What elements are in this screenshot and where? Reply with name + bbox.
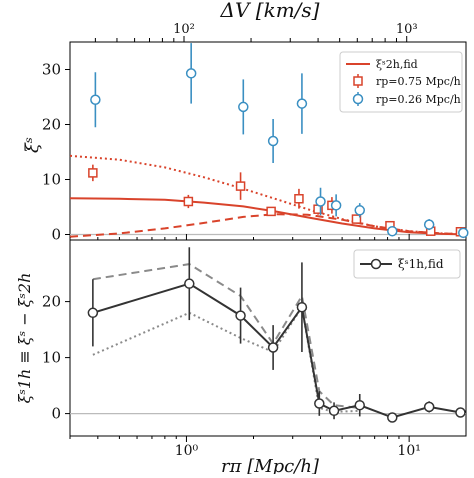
y-tick-label: 10 xyxy=(42,171,61,189)
bottom-marks xyxy=(70,247,466,423)
bottom-legend: ξˢ1h,fid xyxy=(353,249,461,279)
legend-label-fid: ξˢ2h,fid xyxy=(376,58,418,71)
bottom-y-axis-label: ξˢ1h ≡ ξˢ − ξˢ2h xyxy=(15,273,34,404)
data-point-circle xyxy=(296,301,308,313)
data-point-circle xyxy=(354,399,365,411)
data-point-circle xyxy=(387,225,398,237)
top-tick-label: 10² xyxy=(173,22,195,37)
data-point-square xyxy=(88,168,98,178)
legend-label-rp075: rp=0.75 Mpc/h xyxy=(376,75,461,88)
top-y-ticks: 0 10 20 30 xyxy=(42,61,70,244)
curve-dashed-1-0 xyxy=(92,263,360,409)
bottom-legend-box xyxy=(353,249,461,279)
bottom-x-axis-label: rπ [Mpc/h] xyxy=(221,456,320,474)
data-point-square xyxy=(235,181,246,191)
data-point-circle xyxy=(87,307,99,319)
data-point-circle xyxy=(458,227,469,239)
y-tick-label: 0 xyxy=(51,405,61,423)
data-point-circle xyxy=(314,398,325,409)
data-point-circle xyxy=(330,200,342,211)
data-point-circle xyxy=(267,342,279,353)
data-point-circle xyxy=(267,135,279,147)
data-point-circle xyxy=(90,94,101,105)
data-point-circle xyxy=(184,278,195,289)
curve-dashed-0-2 xyxy=(69,213,467,238)
legend-rp026-circle-symbol xyxy=(352,93,364,105)
data-point-circle xyxy=(423,401,435,413)
legend-label-rp026: rp=0.26 Mpc/h xyxy=(376,93,461,106)
top-legend-box xyxy=(339,51,463,113)
bottom-y-ticks: 0 10 20 xyxy=(42,293,70,423)
data-point-circle xyxy=(387,412,398,423)
bottom-panel: 0 10 20 10⁰ 10¹ rπ [Mpc/h] ξˢ1h ≡ ξˢ − ξˢ2h… xyxy=(15,234,467,477)
x-tick-label: 10⁰ xyxy=(175,443,199,459)
data-point-circle xyxy=(235,310,246,321)
curve-dotted-0-1 xyxy=(69,154,467,236)
data-point-square xyxy=(351,214,362,224)
top-secondary-axis-label: ΔV [km/s] xyxy=(220,0,320,22)
bottom-plot-frame xyxy=(69,239,467,437)
data-point-square xyxy=(266,206,276,217)
top-tick-label: 10³ xyxy=(396,22,418,37)
data-point-square xyxy=(183,196,194,207)
y-tick-label: 0 xyxy=(51,226,61,244)
legend-1h-circle-symbol xyxy=(370,258,382,270)
data-point-circle xyxy=(315,196,326,207)
bottom-x-ticks: 10⁰ 10¹ xyxy=(69,234,421,459)
data-point-circle xyxy=(328,405,340,417)
top-marks xyxy=(69,43,469,239)
data-point-circle xyxy=(423,219,435,230)
y-tick-label: 10 xyxy=(42,349,61,367)
x-tick-label: 10¹ xyxy=(397,443,420,459)
data-point-square xyxy=(294,194,304,204)
y-tick-label: 20 xyxy=(42,293,61,311)
data-point-circle xyxy=(238,101,249,113)
data-point-circle xyxy=(354,205,365,216)
y-tick-label: 20 xyxy=(42,116,61,134)
top-y-axis-label: ξˢ xyxy=(22,137,43,153)
legend-rp075-square-symbol xyxy=(353,76,363,86)
top-legend: ξˢ2h,fid rp=0.75 Mpc/h rp=0.26 Mpc/h xyxy=(339,51,463,113)
data-point-circle xyxy=(296,98,308,109)
y-tick-label: 30 xyxy=(42,61,61,79)
legend-label-1h: ξˢ1h,fid xyxy=(398,257,444,271)
data-point-circle xyxy=(185,68,197,79)
data-point-circle xyxy=(455,407,466,418)
top-secondary-x-ticks: 10² 10³ xyxy=(94,22,418,42)
top-panel: 0 10 20 30 10² 10³ ΔV [km/s] ξˢ ξˢ2h,fid rp=… xyxy=(22,0,469,244)
curve-solid-0-0 xyxy=(69,197,467,236)
